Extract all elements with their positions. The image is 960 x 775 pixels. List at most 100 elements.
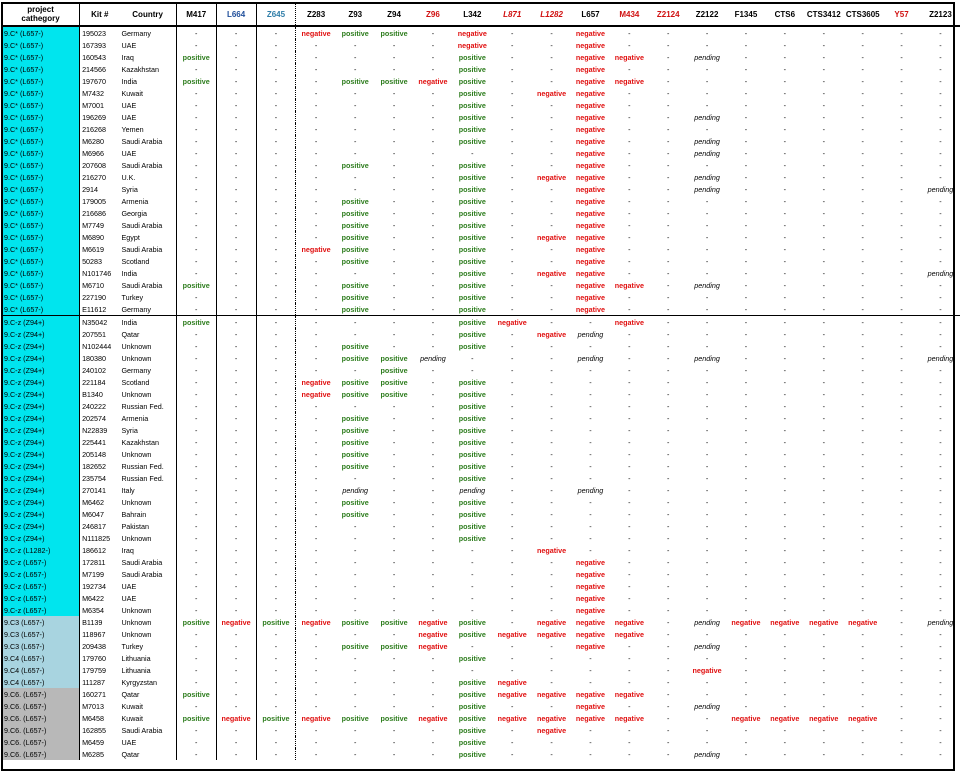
table-row[interactable]: 9.C* (L657-) M6619 Saudi Arabia - - - negative…	[2, 243, 960, 255]
marker-cell: -	[392, 557, 396, 567]
marker-cell: -	[822, 124, 825, 134]
table-row[interactable]: 9.C-z (Z94+) 221184 Scotland - - - negative pos…	[2, 376, 960, 388]
table-row[interactable]: 9.C3 (L657-) 118967 Unknown - - - - - - negative p…	[2, 628, 960, 640]
table-row[interactable]: 9.C-z (Z94+) 180380 Unknown - - - - positive pos…	[2, 352, 960, 364]
column-header[interactable]: M417	[176, 3, 217, 27]
marker-cell: -	[667, 280, 670, 290]
table-row[interactable]: 9.C-z (Z94+) 270141 Italy - - - - pending - - pend…	[2, 484, 960, 496]
table-row[interactable]: 9.C-z (L657-) M6422 UAE - - - - - - - - - - negative -…	[2, 592, 960, 604]
column-header[interactable]: project cathegory	[2, 3, 81, 27]
marker-cell: -	[744, 677, 748, 687]
table-row[interactable]: 9.C-z (Z94+) 207551 Qatar - - - - - - - positive - n…	[2, 328, 960, 340]
table-row[interactable]: 9.C-z (L657-) 172811 Saudi Arabia - - - - - - - - -…	[2, 556, 960, 568]
table-row[interactable]: 9.C-z (Z94+) 182652 Russian Fed. - - - - positi…	[2, 460, 960, 472]
table-row[interactable]: 9.C* (L657-) 160543 Iraq positive - - - - - - posi…	[2, 51, 960, 63]
table-row[interactable]: 9.C* (L657-) 179005 Armenia - - - - positive - - p…	[2, 195, 960, 207]
table-row[interactable]: 9.C-z (Z94+) M6462 Unknown - - - - positive - - po…	[2, 496, 960, 508]
table-row[interactable]: 9.C-z (L1282-) 186612 Iraq - - - - - - - - - negativ…	[2, 544, 960, 556]
marker-cell: -	[550, 124, 553, 134]
table-row[interactable]: 9.C6. (L657-) M6458 Kuwait positive negative…	[2, 712, 960, 724]
column-header[interactable]: Country	[119, 3, 177, 27]
table-row[interactable]: 9.C-z (Z94+) 240222 Russian Fed. - - - - - - - pos…	[2, 400, 960, 412]
table-row[interactable]: 9.C6. (L657-) M7013 Kuwait - - - - - - - positive -…	[2, 700, 960, 712]
table-row[interactable]: 9.C-z (Z94+) 240102 Germany - - - - - positive - -…	[2, 364, 960, 376]
table-row[interactable]: 9.C* (L657-) M6890 Egypt - - - - positive - - posi…	[2, 231, 960, 243]
table-row[interactable]: 9.C* (L657-) 216270 U.K. - - - - - - - positive - ne…	[2, 171, 960, 183]
table-row[interactable]: 9.C-z (Z94+) 246817 Pakistan - - - - - - - positiv…	[2, 520, 960, 532]
column-header[interactable]: Z93	[335, 3, 375, 27]
marker-cell: -	[667, 521, 670, 531]
column-header[interactable]: Z2124	[648, 3, 688, 27]
table-row[interactable]: 9.C6. (L657-) M6285 Qatar - - - - - - - positive - -…	[2, 748, 960, 760]
table-row[interactable]: 9.C* (L657-) M7432 Kuwait - - - - - - - positive - n…	[2, 87, 960, 99]
table-row[interactable]: 9.C-z (Z94+) N102444 Unknown - - - - positive - -…	[2, 340, 960, 352]
table-row[interactable]: 9.C* (L657-) M7001 UAE - - - - - - - positive - - neg…	[2, 99, 960, 111]
table-row[interactable]: 9.C3 (L657-) 209438 Turkey - - - - positive posi…	[2, 640, 960, 652]
table-row[interactable]: 9.C* (L657-) 207608 Saudi Arabia - - - - positi…	[2, 159, 960, 171]
table-row[interactable]: 9.C* (L657-) 195023 Germany - - - negative posi…	[2, 26, 960, 39]
column-header[interactable]: L664	[216, 3, 257, 27]
column-header[interactable]: L342	[452, 3, 493, 27]
table-row[interactable]: 9.C* (L657-) M6280 Saudi Arabia - - - - - - - posi…	[2, 135, 960, 147]
table-row[interactable]: 9.C3 (L657-) B1139 Unknown positive negative…	[2, 616, 960, 628]
table-row[interactable]: 9.C* (L657-) 227190 Turkey - - - - positive - - po…	[2, 291, 960, 303]
marker-cell: -	[667, 52, 670, 62]
column-header[interactable]: L1282	[532, 3, 572, 27]
marker-cell: -	[667, 353, 670, 363]
table-row[interactable]: 9.C4 (L657-) 179759 Lithuania - - - - - - - - - - - - -…	[2, 664, 960, 676]
column-header[interactable]: CTS6	[765, 3, 805, 27]
table-row[interactable]: 9.C* (L657-) 167393 UAE - - - - - - - negative - - ne…	[2, 39, 960, 51]
category-cell: 9.C6. (L657-)	[2, 700, 81, 712]
table-row[interactable]: 9.C-z (Z94+) M6047 Bahrain - - - - positive - - po…	[2, 508, 960, 520]
column-header[interactable]: Z2122	[687, 3, 727, 27]
table-row[interactable]: 9.C* (L657-) 216686 Georgia - - - - positive - - p…	[2, 207, 960, 219]
table-row[interactable]: 9.C4 (L657-) 111287 Kyrgyzstan - - - - - - - posit…	[2, 676, 960, 688]
table-row[interactable]: 9.C* (L657-) 197670 India positive - - - positi…	[2, 75, 960, 87]
column-header[interactable]: CTS3412	[804, 3, 844, 27]
marker-cell: -	[550, 569, 553, 579]
table-row[interactable]: 9.C-z (Z94+) N111825 Unknown - - - - - - - positiv…	[2, 532, 960, 544]
table-row[interactable]: 9.C-z (Z94+) N35042 India positive - - - - - - pos…	[2, 315, 960, 328]
table-row[interactable]: 9.C* (L657-) N101746 India - - - - - - - positive -…	[2, 267, 960, 279]
table-row[interactable]: 9.C-z (L657-) M7199 Saudi Arabia - - - - - - - - - -…	[2, 568, 960, 580]
column-header[interactable]: Kit #	[79, 3, 120, 27]
column-header[interactable]: Z94	[374, 3, 414, 27]
marker-cell: -	[431, 329, 435, 339]
table-row[interactable]: 9.C-z (Z94+) N22839 Syria - - - - positive - - pos…	[2, 424, 960, 436]
table-row[interactable]: 9.C-z (Z94+) 205148 Unknown - - - - positive - - p…	[2, 448, 960, 460]
table-row[interactable]: 9.C* (L657-) 214566 Kazakhstan - - - - - - - posit…	[2, 63, 960, 75]
column-header[interactable]: Z96	[413, 3, 453, 27]
table-row[interactable]: 9.C-z (L657-) M6354 Unknown - - - - - - - - - - negat…	[2, 604, 960, 616]
table-row[interactable]: 9.C4 (L657-) 179760 Lithuania - - - - - - - positi…	[2, 652, 960, 664]
table-row[interactable]: 9.C-z (Z94+) 225441 Kazakhstan - - - - positive…	[2, 436, 960, 448]
table-row[interactable]: 9.C6. (L657-) M6459 UAE - - - - - - - positive - - - -…	[2, 736, 960, 748]
marker-cell: -	[314, 280, 318, 290]
column-header[interactable]: F1345	[726, 3, 766, 27]
column-header[interactable]: Z2123	[920, 3, 960, 27]
column-header[interactable]: CTS3605	[843, 3, 883, 27]
marker-cell: -	[374, 303, 414, 316]
table-row[interactable]: 9.C6. (L657-) 162855 Saudi Arabia - - - - - - - po…	[2, 724, 960, 736]
column-header[interactable]: L657	[571, 3, 610, 27]
table-row[interactable]: 9.C-z (Z94+) B1340 Unknown - - - negative posit…	[2, 388, 960, 400]
table-row[interactable]: 9.C* (L657-) 2914 Syria - - - - - - - positive - - ne…	[2, 183, 960, 195]
country-cell: Turkey	[119, 291, 177, 303]
table-row[interactable]: 9.C6. (L657-) 160271 Qatar positive - - - - - - po…	[2, 688, 960, 700]
column-header[interactable]: Z283	[295, 3, 336, 27]
table-row[interactable]: 9.C-z (Z94+) 202574 Armenia - - - - positive - - p…	[2, 412, 960, 424]
table-row[interactable]: 9.C* (L657-) M7749 Saudi Arabia - - - - positiv…	[2, 219, 960, 231]
table-row[interactable]: 9.C* (L657-) E11612 Germany - - - - positive - - p…	[2, 303, 960, 316]
column-header[interactable]: Y57	[882, 3, 921, 27]
column-header[interactable]: Z645	[256, 3, 297, 27]
table-row[interactable]: 9.C* (L657-) M6966 UAE - - - - - - - - - - negative - -…	[2, 147, 960, 159]
column-header[interactable]: L871	[492, 3, 533, 27]
table-row[interactable]: 9.C* (L657-) 196269 UAE - - - - - - - positive - - ne…	[2, 111, 960, 123]
table-row[interactable]: 9.C* (L657-) 50283 Scotland - - - - positive - - p…	[2, 255, 960, 267]
table-row[interactable]: 9.C* (L657-) M6710 Saudi Arabia positive - - -…	[2, 279, 960, 291]
column-header[interactable]: M434	[609, 3, 649, 27]
table-row[interactable]: 9.C-z (L657-) 192734 UAE - - - - - - - - - - negative…	[2, 580, 960, 592]
table-row[interactable]: 9.C* (L657-) 216268 Yemen - - - - - - - positive - -…	[2, 123, 960, 135]
marker-cell: -	[705, 244, 709, 254]
table-row[interactable]: 9.C-z (Z94+) 235754 Russian Fed. - - - - - - - pos…	[2, 472, 960, 484]
marker-cell: -	[861, 184, 864, 194]
